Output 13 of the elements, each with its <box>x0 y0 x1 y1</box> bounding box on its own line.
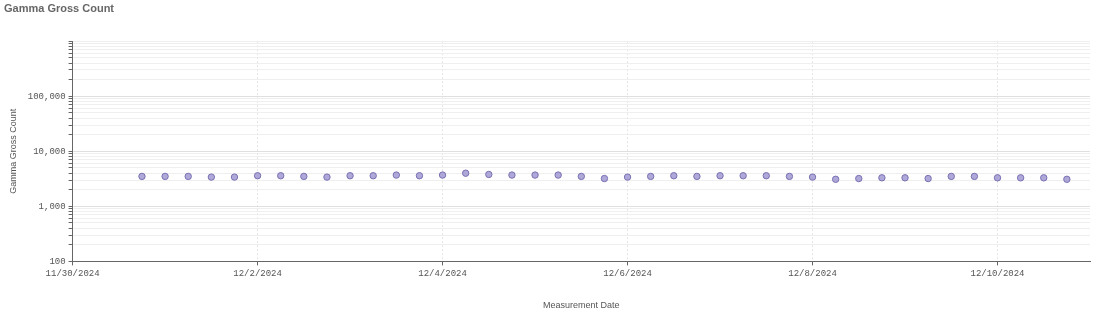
x-tick-label: 12/2/2024 <box>233 269 282 280</box>
y-tick-label: 100,000 <box>27 91 66 102</box>
x-tick-label: 12/8/2024 <box>788 269 837 280</box>
y-tick-label: 100 <box>49 256 66 267</box>
chart-title: Gamma Gross Count <box>4 1 115 14</box>
x-tick-label: 12/6/2024 <box>603 269 652 280</box>
x-axis-title: Measurement Date <box>543 300 620 311</box>
y-tick-label: 10,000 <box>33 146 66 157</box>
y-axis-title: Gamma Gross Count <box>7 108 18 194</box>
x-tick-label: 11/30/2024 <box>45 269 100 280</box>
x-tick-label: 12/10/2024 <box>970 269 1025 280</box>
y-tick-label: 1,000 <box>38 201 66 212</box>
x-tick-label: 12/4/2024 <box>418 269 467 280</box>
